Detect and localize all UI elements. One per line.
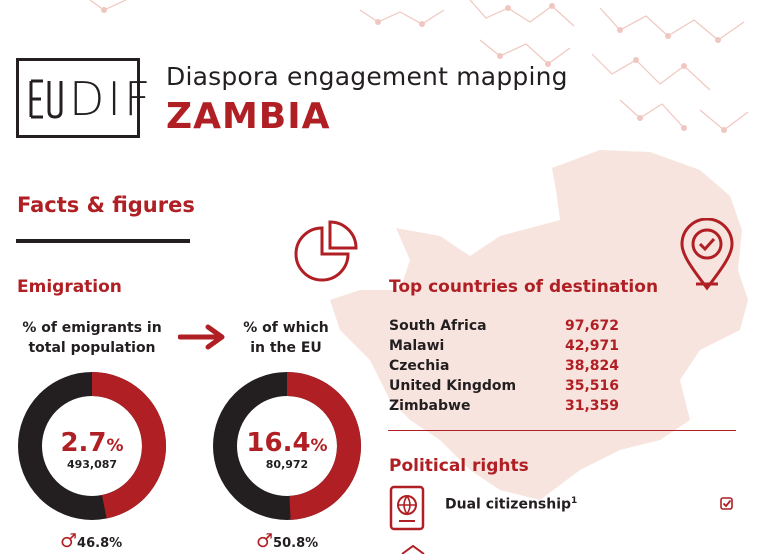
donut-total (18, 372, 166, 520)
total-caption-line1: % of emigrants in (22, 320, 162, 336)
destination-value: 31,359 (565, 398, 620, 414)
political-rights-heading: Political rights (389, 456, 529, 476)
total-count: 493,087 (66, 458, 118, 471)
donut-total-arc (18, 372, 166, 520)
logo-eu-mark: EU (29, 79, 63, 119)
dual-citizenship-label: Dual citizenship1 (445, 496, 577, 513)
page-title: Diaspora engagement mapping (166, 62, 568, 91)
destinations-divider (388, 430, 736, 431)
eu-caption: % of which in the EU (206, 318, 366, 358)
destination-row: United Kingdom 35,516 (389, 376, 619, 396)
total-percent-sign: % (106, 436, 124, 456)
total-caption: % of emigrants in total population (12, 318, 172, 358)
eu-percent: 16.4 (246, 428, 311, 458)
country-name: ZAMBIA (166, 96, 331, 137)
eu-count: 80,972 (265, 458, 309, 471)
section-divider (16, 239, 190, 243)
donut-eu-label: 16.4% 80,972 (227, 428, 347, 471)
eu-caption-line1: % of which (243, 320, 329, 336)
destination-row: Zimbabwe 31,359 (389, 396, 619, 416)
eu-caption-line2: in the EU (250, 340, 322, 356)
total-male-share-value: 46.8% (77, 536, 123, 551)
donut-total-label: 2.7% 493,087 (32, 428, 152, 471)
eu-male-share: ♂50.8% (256, 530, 318, 552)
destination-value: 97,672 (565, 318, 620, 334)
location-check-icon (680, 218, 734, 291)
destination-row: South Africa 97,672 (389, 316, 619, 336)
total-caption-line2: total population (28, 340, 156, 356)
eu-percent-sign: % (310, 436, 328, 456)
destinations-heading: Top countries of destination (389, 277, 659, 297)
destination-country: Malawi (389, 338, 445, 354)
male-symbol-icon: ♂ (256, 530, 274, 552)
donut-eu-arc (213, 372, 361, 520)
destination-value: 42,971 (565, 338, 620, 354)
passport-icon (389, 485, 425, 531)
logo-text: DIF (69, 72, 154, 126)
checkbox-checked-icon[interactable] (720, 497, 733, 510)
male-symbol-icon: ♂ (60, 530, 78, 552)
dual-citizenship-text: Dual citizenship (445, 496, 572, 513)
eu-male-share-value: 50.8% (273, 536, 319, 551)
next-item-icon (401, 544, 425, 554)
destination-country: United Kingdom (389, 378, 517, 394)
emigration-heading: Emigration (17, 277, 122, 297)
zambia-map-silhouette (330, 150, 748, 500)
destinations-table: South Africa 97,672 Malawi 42,971 Czechia 38,… (389, 316, 619, 416)
section-title: Facts & figures (17, 193, 195, 217)
donut-eu (213, 372, 361, 520)
pie-chart-icon (294, 220, 358, 282)
destination-row: Malawi 42,971 (389, 336, 619, 356)
arrow-right-icon (178, 324, 225, 350)
destination-row: Czechia 38,824 (389, 356, 619, 376)
total-male-share: ♂46.8% (60, 530, 122, 552)
edif-logo: EU DIF (16, 58, 150, 138)
total-percent: 2.7 (60, 428, 107, 458)
destination-value: 38,824 (565, 358, 620, 374)
destination-country: South Africa (389, 318, 487, 334)
destination-value: 35,516 (565, 378, 620, 394)
destination-country: Czechia (389, 358, 450, 374)
dual-citizenship-footnote: 1 (571, 496, 578, 506)
destination-country: Zimbabwe (389, 398, 471, 414)
